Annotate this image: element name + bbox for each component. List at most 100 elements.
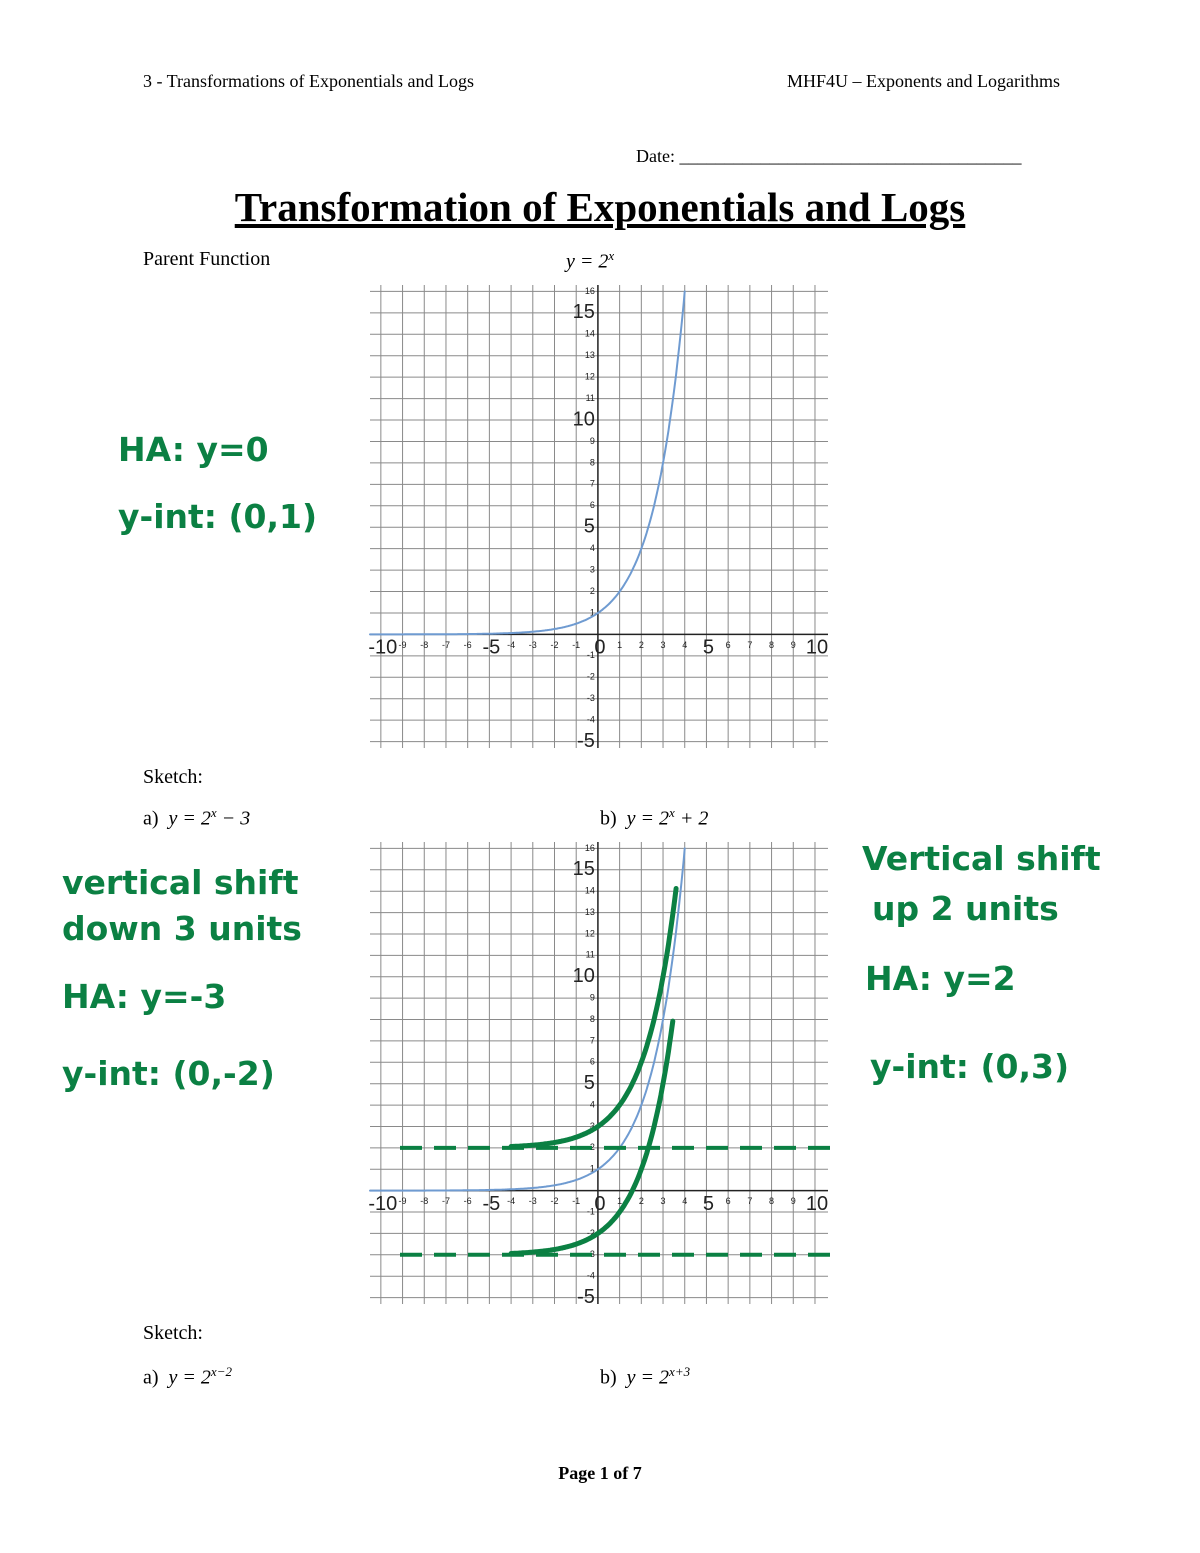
y-tick-label: 14 bbox=[585, 329, 595, 339]
y-tick-label: 16 bbox=[585, 286, 595, 296]
y-tick-label: -4 bbox=[587, 715, 595, 725]
x-tick-label: -3 bbox=[529, 1196, 537, 1206]
title: Transformation of Exponentials and Logs bbox=[234, 184, 966, 230]
y-tick-label: 8 bbox=[590, 457, 595, 467]
y-tick-label: -1 bbox=[587, 1206, 595, 1216]
note: up 2 units bbox=[872, 889, 1059, 928]
y-tick-label: -3 bbox=[587, 693, 595, 703]
y-tick-label: 11 bbox=[586, 393, 595, 403]
x-tick-label: 8 bbox=[769, 1196, 774, 1206]
eq-exponent: x bbox=[669, 805, 675, 820]
eq-exponent: x bbox=[210, 805, 217, 820]
note: HA: y=-3 bbox=[62, 977, 227, 1016]
x-tick-label: -7 bbox=[442, 640, 450, 650]
y-tick-label: 5 bbox=[584, 1072, 595, 1094]
header-right: MHF4U – Exponents and Logarithms bbox=[787, 71, 1060, 91]
y-tick-label: 9 bbox=[590, 436, 595, 446]
eq-exponent: x bbox=[608, 248, 615, 263]
x-tick-label: 5 bbox=[703, 637, 714, 659]
x-tick-label: 10 bbox=[806, 637, 828, 659]
eq-lhs: y = 2 bbox=[168, 1366, 211, 1389]
x-tick-label: -1 bbox=[572, 1196, 580, 1206]
y-tick-label: 2 bbox=[590, 586, 595, 596]
note: down 3 units bbox=[62, 909, 302, 948]
y-tick-label: 13 bbox=[585, 350, 595, 360]
eq-label: b) bbox=[600, 1366, 617, 1389]
x-tick-label: 2 bbox=[639, 640, 644, 650]
x-tick-label: -8 bbox=[420, 640, 428, 650]
eq-lhs: y = 2 bbox=[566, 250, 609, 273]
y-tick-label: 6 bbox=[590, 1057, 595, 1067]
x-tick-label: 0 bbox=[594, 1193, 605, 1215]
footer: Page 1 of 7 bbox=[558, 1463, 642, 1483]
x-tick-label: 9 bbox=[791, 1196, 796, 1206]
y-tick-label: -1 bbox=[587, 650, 595, 660]
y-tick-label: 7 bbox=[590, 479, 595, 489]
y-tick-label: 10 bbox=[573, 965, 595, 987]
y-tick-label: 10 bbox=[573, 408, 595, 430]
x-tick-label: -6 bbox=[464, 640, 472, 650]
y-tick-label: 7 bbox=[590, 1035, 595, 1045]
x-tick-label: -4 bbox=[507, 1196, 515, 1206]
y-tick-label: 6 bbox=[590, 500, 595, 510]
y-tick-label: 15 bbox=[573, 858, 595, 880]
y-tick-label: 8 bbox=[590, 1014, 595, 1024]
function-curve bbox=[508, 1018, 676, 1256]
y-tick-label: 2 bbox=[590, 1142, 595, 1152]
date-field: Date: __________________________________… bbox=[636, 146, 1022, 166]
eq-rest: − 3 bbox=[216, 807, 251, 830]
x-tick-label: 4 bbox=[682, 1196, 687, 1206]
equation: b) y = 2x+3 bbox=[600, 1365, 690, 1388]
eq-label: b) bbox=[600, 807, 617, 830]
x-tick-label: 7 bbox=[747, 640, 752, 650]
x-tick-label: -8 bbox=[420, 1196, 428, 1206]
y-tick-label: 3 bbox=[590, 564, 595, 574]
parent-equation: y = 2x bbox=[566, 249, 614, 272]
x-tick-label: -9 bbox=[399, 640, 407, 650]
equation: a) y = 2x − 3 bbox=[143, 806, 250, 829]
eq-label: a) bbox=[143, 1366, 159, 1389]
x-tick-label: 6 bbox=[726, 640, 731, 650]
y-tick-label: 12 bbox=[585, 928, 595, 938]
x-tick-label: 1 bbox=[617, 640, 622, 650]
function-curve bbox=[369, 290, 686, 636]
x-tick-label: -2 bbox=[550, 1196, 558, 1206]
x-tick-label: 0 bbox=[594, 637, 605, 659]
x-tick-label: -2 bbox=[550, 640, 558, 650]
note: y-int: (0,1) bbox=[118, 497, 318, 536]
parent-label: Parent Function bbox=[143, 248, 271, 270]
header-left: 3 - Transformations of Exponentials and … bbox=[143, 71, 474, 91]
y-tick-label: 12 bbox=[585, 372, 595, 382]
eq-exponent: x−2 bbox=[210, 1364, 232, 1379]
note: vertical shift bbox=[62, 863, 299, 902]
y-tick-label: 1 bbox=[590, 1164, 595, 1174]
x-tick-label: -3 bbox=[529, 640, 537, 650]
x-tick-label: 4 bbox=[682, 640, 687, 650]
y-tick-label: 16 bbox=[585, 843, 595, 853]
equation: a) y = 2x−2 bbox=[143, 1365, 232, 1388]
eq-lhs: y = 2 bbox=[168, 807, 211, 830]
eq-lhs: y = 2 bbox=[626, 1366, 670, 1389]
x-tick-label: 6 bbox=[726, 1196, 731, 1206]
equation: b) y = 2x + 2 bbox=[600, 806, 708, 829]
eq-exponent: x+3 bbox=[669, 1364, 691, 1379]
eq-lhs: y = 2 bbox=[626, 807, 670, 830]
y-tick-label: -2 bbox=[587, 1228, 595, 1238]
x-tick-label: -1 bbox=[572, 640, 580, 650]
function-curve bbox=[508, 886, 679, 1149]
eq-label: a) bbox=[143, 807, 159, 830]
x-tick-label: 8 bbox=[769, 640, 774, 650]
x-tick-label: 7 bbox=[747, 1196, 752, 1206]
x-tick-label: -10 bbox=[368, 637, 397, 659]
y-tick-label: 5 bbox=[584, 515, 595, 537]
x-tick-label: 3 bbox=[661, 640, 666, 650]
note: HA: y=2 bbox=[865, 959, 1016, 998]
y-tick-label: -5 bbox=[577, 1286, 595, 1308]
function-curve bbox=[369, 847, 686, 1192]
y-tick-label: -2 bbox=[587, 672, 595, 682]
x-tick-label: -5 bbox=[482, 637, 500, 659]
x-tick-label: -6 bbox=[464, 1196, 472, 1206]
note: y-int: (0,-2) bbox=[62, 1054, 275, 1093]
sketch-label: Sketch: bbox=[143, 766, 203, 788]
y-tick-label: -5 bbox=[577, 730, 595, 752]
